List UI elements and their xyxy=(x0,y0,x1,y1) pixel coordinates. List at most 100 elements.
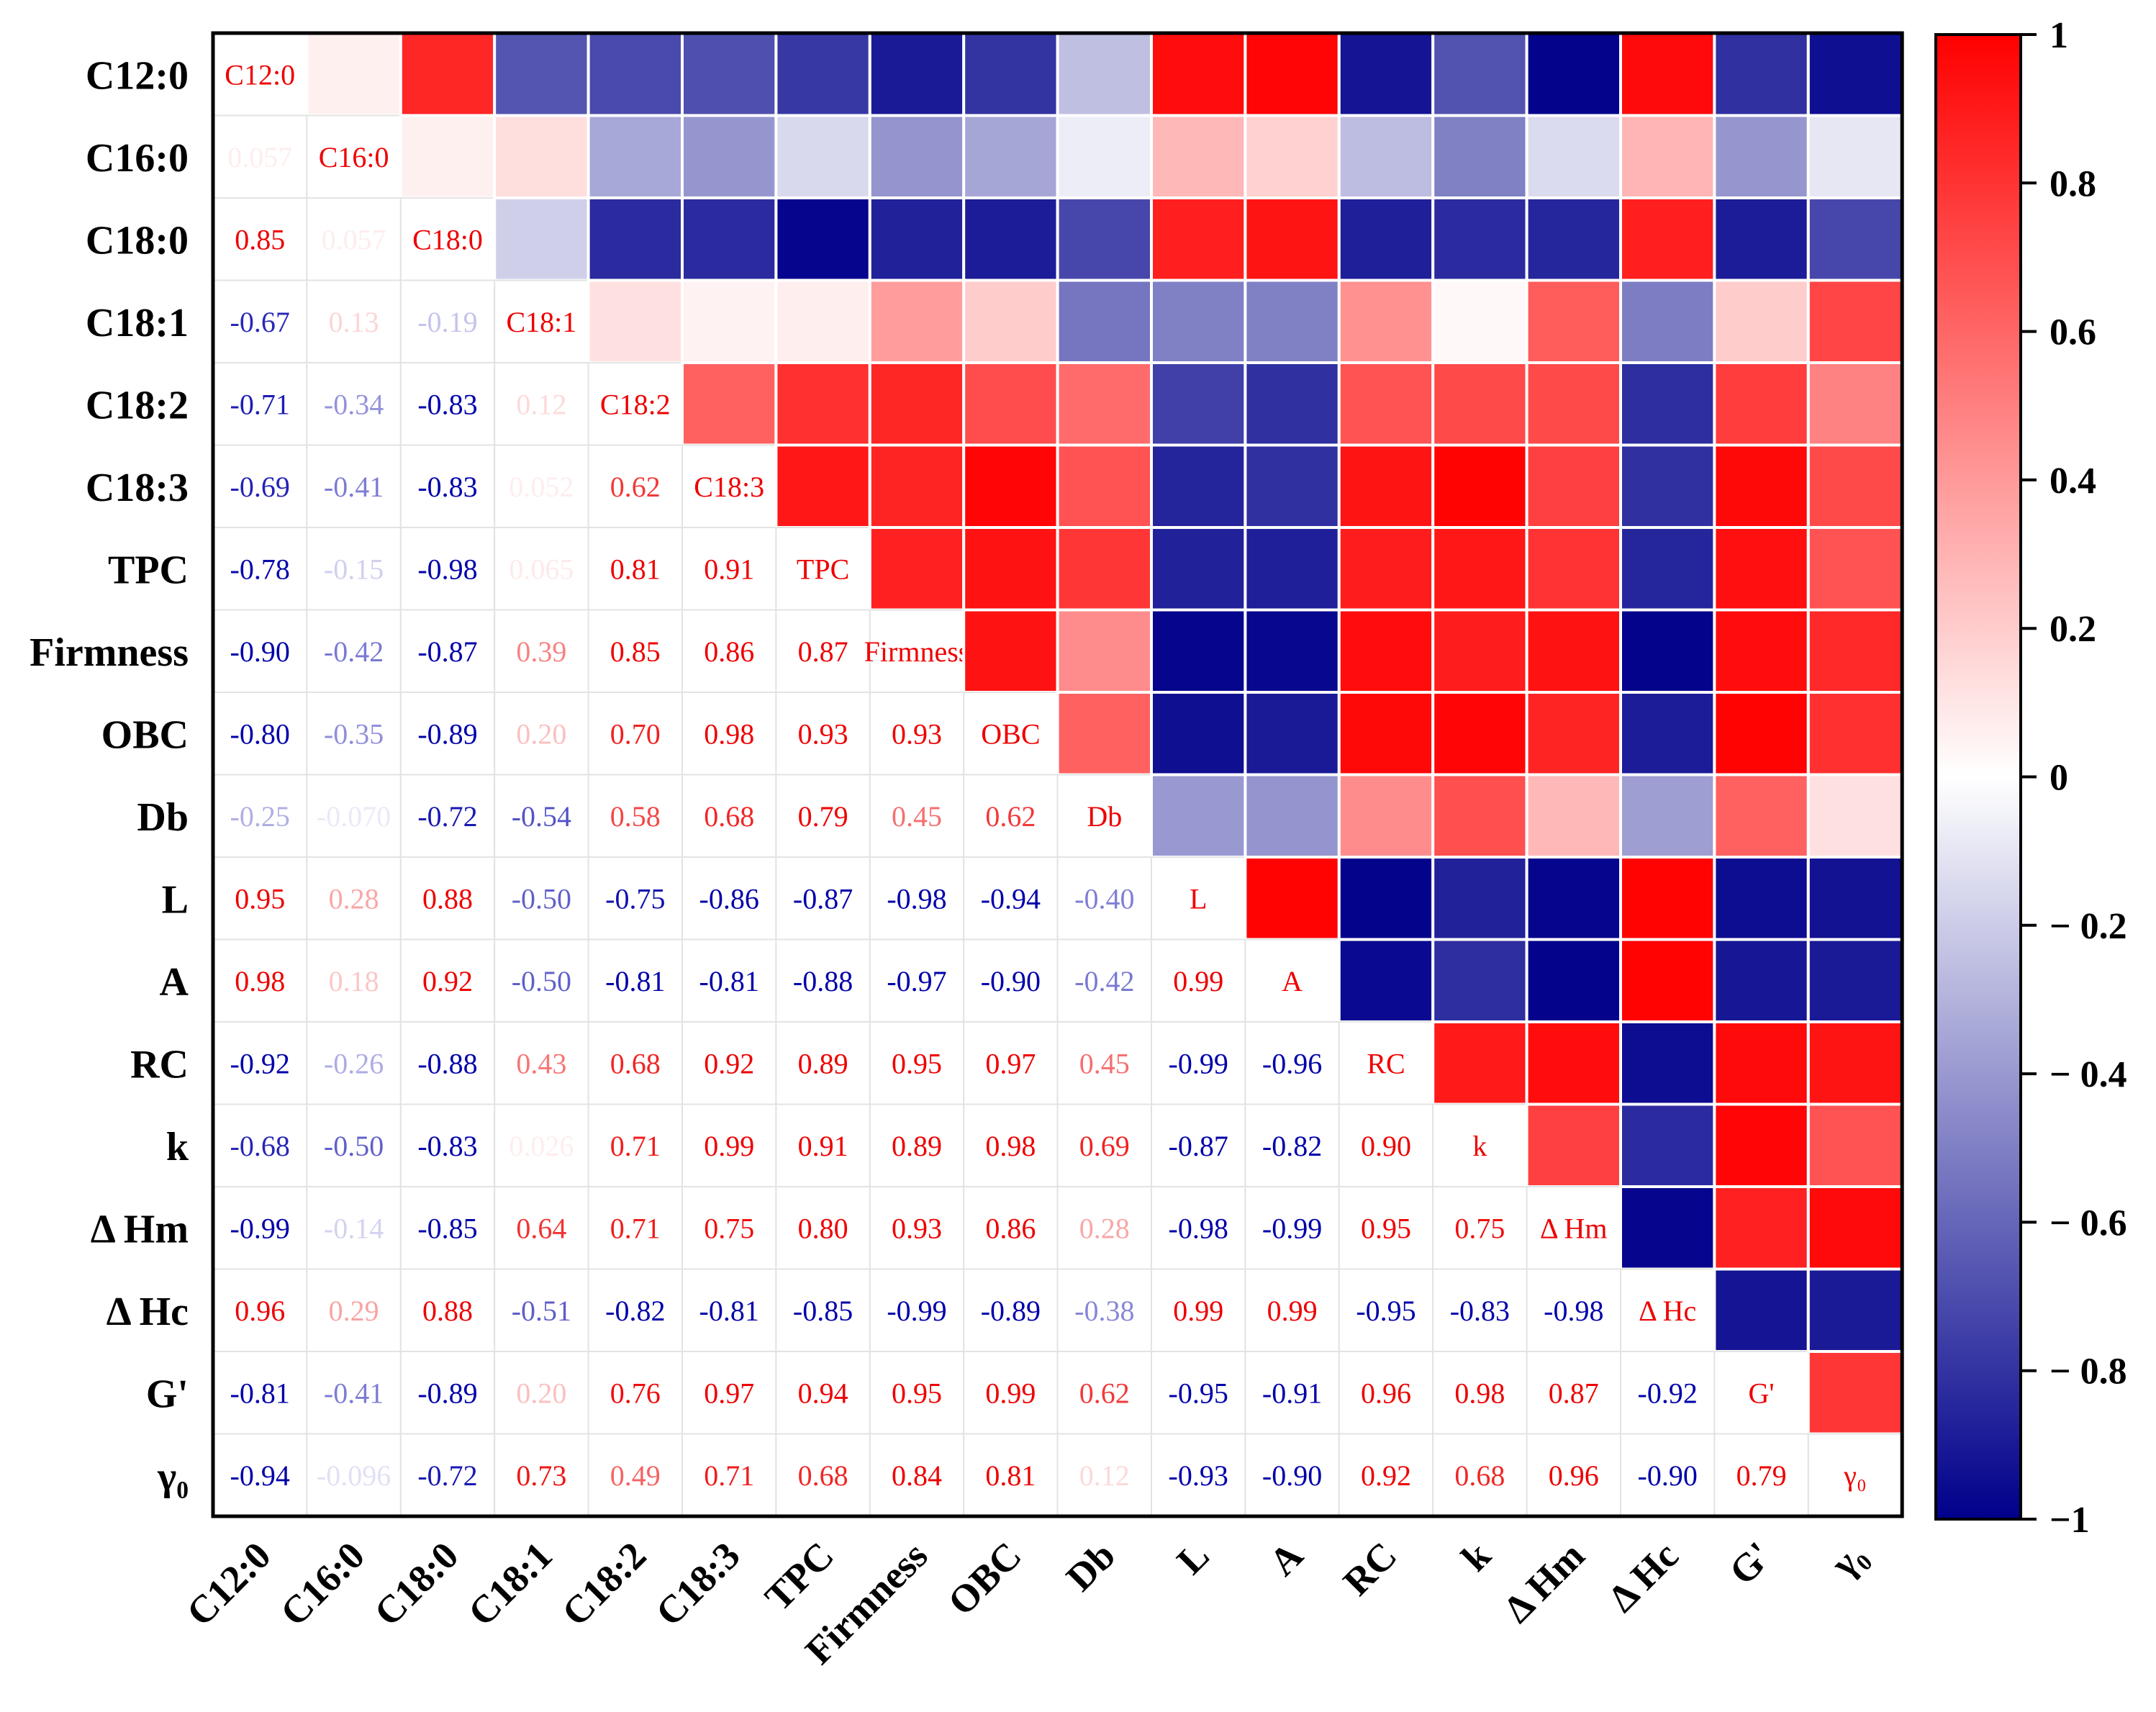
correlation-value-label: -0.83 xyxy=(417,388,477,420)
correlation-value-label: 0.85 xyxy=(235,223,285,255)
correlation-value-label: 0.026 xyxy=(509,1130,574,1162)
heatmap-cell-c18-1- xyxy=(1806,278,1904,364)
correlation-value-label: -0.40 xyxy=(1074,882,1134,915)
correlation-value-label: -0.89 xyxy=(981,1295,1041,1327)
label-cell-rc-db xyxy=(1056,1021,1152,1105)
heatmap-cell-l-a xyxy=(1244,856,1341,941)
heatmap-cell-l-rc xyxy=(1337,856,1435,941)
correlation-value-label: 0.96 xyxy=(1361,1377,1411,1409)
correlation-value-label: 0.87 xyxy=(1549,1377,1599,1409)
correlation-value-label: 0.71 xyxy=(610,1212,661,1244)
label-cell-obc-c12-0 xyxy=(212,692,308,776)
correlation-value-label: 0.71 xyxy=(704,1459,754,1492)
heatmap-cell-c12-0-g xyxy=(1713,32,1810,117)
heatmap-cell-obc-db xyxy=(1056,691,1153,776)
label-cell-g-k xyxy=(1432,1351,1528,1435)
column-label-: γ₀ xyxy=(1822,1534,1874,1585)
label-cell-g-l xyxy=(1151,1351,1246,1435)
correlation-value-label: 0.81 xyxy=(985,1459,1036,1492)
label-cell-hc-db xyxy=(1056,1268,1152,1352)
label-cell-k-c18-2 xyxy=(587,1103,683,1187)
correlation-value-label: 0.97 xyxy=(704,1377,754,1409)
label-cell-hm-firmness xyxy=(869,1186,965,1270)
label-cell-db-obc xyxy=(963,774,1059,858)
heatmap-cell-c18-3-tpc xyxy=(774,443,871,529)
correlation-value-label: -0.83 xyxy=(417,471,477,503)
correlation-value-label: -0.82 xyxy=(1262,1130,1322,1162)
label-cell-c18-1-c16-0 xyxy=(306,279,402,363)
diagonal-variable-label: Db xyxy=(1087,800,1122,833)
heatmap-cell-db-g xyxy=(1713,773,1810,859)
diagonal-variable-label: A xyxy=(1282,965,1303,997)
label-cell--rc xyxy=(1338,1433,1434,1517)
correlation-value-label: 0.91 xyxy=(798,1130,848,1162)
correlation-value-label: 0.90 xyxy=(1361,1130,1411,1162)
label-cell-g-hm xyxy=(1526,1351,1622,1435)
heatmap-cell-a-g xyxy=(1713,938,1810,1023)
correlation-value-label: 0.68 xyxy=(704,800,754,833)
colorbar-gradient xyxy=(1934,33,2022,1521)
row-label-a: A xyxy=(160,960,189,1005)
heatmap-cell-obc-k xyxy=(1431,691,1528,776)
correlation-value-label: -0.68 xyxy=(230,1130,290,1162)
heatmap-cell-c18-1-g xyxy=(1713,278,1810,364)
correlation-value-label: -0.99 xyxy=(887,1295,946,1327)
correlation-value-label: 0.94 xyxy=(798,1377,848,1409)
colorbar-tick-label: 0.6 xyxy=(2049,312,2096,353)
heatmap-cell-c18-3-g xyxy=(1713,443,1810,529)
label-cell-a-obc xyxy=(963,938,1059,1023)
heatmap-cell-c16-0-hm xyxy=(1525,114,1623,199)
correlation-value-label: -0.69 xyxy=(230,471,290,503)
heatmap-cell-c16-0-rc xyxy=(1337,114,1435,199)
correlation-value-label: 0.92 xyxy=(1361,1459,1411,1492)
correlation-value-label: -0.25 xyxy=(230,800,290,833)
correlation-value-label: -0.98 xyxy=(417,553,477,585)
heatmap-cell-db-hc xyxy=(1619,773,1716,859)
label-cell-hm-l xyxy=(1151,1186,1246,1270)
heatmap-cell-l-k xyxy=(1431,856,1528,941)
heatmap-cell-c12-0-a xyxy=(1244,32,1341,117)
correlation-value-label: 0.13 xyxy=(329,306,379,338)
heatmap-cell-l- xyxy=(1806,856,1904,941)
heatmap-cell-c18-1-obc xyxy=(962,278,1059,364)
heatmap-cell-c12-0-rc xyxy=(1337,32,1435,117)
diagonal-cell xyxy=(1244,938,1340,1023)
diagonal-cell xyxy=(1151,856,1246,941)
heatmap-cell-c18-2-k xyxy=(1431,361,1528,447)
heatmap-cell-rc- xyxy=(1806,1020,1904,1106)
heatmap-cell-c12-0-c18-2 xyxy=(586,32,684,117)
label-cell-c18-3-c18-2 xyxy=(587,444,683,528)
correlation-value-label: 0.98 xyxy=(1454,1377,1505,1409)
correlation-value-label: -0.81 xyxy=(605,965,665,997)
label-cell-l-c12-0 xyxy=(212,856,308,941)
heatmap-cell-c12-0-k xyxy=(1431,32,1528,117)
heatmap-cell-c18-3-rc xyxy=(1337,443,1435,529)
correlation-value-label: 0.28 xyxy=(1079,1212,1130,1244)
diagonal-variable-label: γ₀ xyxy=(1843,1459,1867,1492)
heatmap-cell-c18-1-c18-2 xyxy=(586,278,684,364)
colorbar-tick-label: − 0.6 xyxy=(2049,1203,2127,1244)
label-cell-c18-2-c18-1 xyxy=(494,362,589,446)
label-cell-firmness-c12-0 xyxy=(212,609,308,693)
column-label-hm: Δ Hm xyxy=(1495,1534,1593,1631)
colorbar-tick-label: − 0.8 xyxy=(2049,1351,2127,1392)
correlation-value-label: 0.71 xyxy=(610,1130,661,1162)
heatmap-cell-c18-1-k xyxy=(1431,278,1528,364)
diagonal-cell xyxy=(1056,774,1152,858)
heatmap-cell-tpc-obc xyxy=(962,526,1059,612)
heatmap-cell-hm-g xyxy=(1713,1185,1810,1271)
correlation-value-label: -0.98 xyxy=(1169,1212,1228,1244)
correlation-value-label: -0.99 xyxy=(230,1212,290,1244)
colorbar-tick-label: 0 xyxy=(2049,758,2068,799)
label-cell-g-c18-3 xyxy=(681,1351,777,1435)
correlation-value-label: 0.95 xyxy=(892,1377,942,1409)
heatmap-cell-rc-k xyxy=(1431,1020,1528,1106)
correlation-value-label: 0.28 xyxy=(329,882,379,915)
label-cell-a-l xyxy=(1151,938,1246,1023)
correlation-value-label: -0.98 xyxy=(887,882,946,915)
heatmap-cell-firmness-rc xyxy=(1337,608,1435,694)
diagonal-cell xyxy=(399,197,496,281)
heatmap-cell-obc- xyxy=(1806,691,1904,776)
label-cell-c18-3-c18-1 xyxy=(494,444,589,528)
heatmap-cell-c18-1-c18-3 xyxy=(681,278,778,364)
